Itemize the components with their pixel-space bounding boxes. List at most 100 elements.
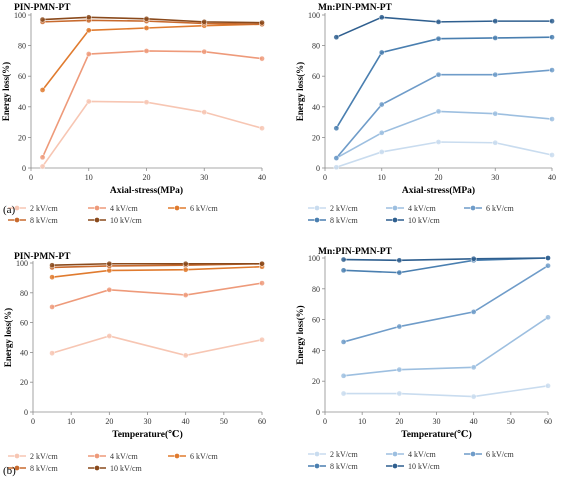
data-point [49,274,55,281]
x-tick-label: 10 [85,173,93,182]
legend-swatch-marker [314,205,320,211]
x-axis-label: Temperature(℃) [401,429,471,440]
y-tick-label: 20 [18,133,26,142]
data-point [549,67,555,73]
legend-label: 2 kV/cm [330,450,359,459]
y-tick-label: 0 [316,408,320,417]
data-point [39,87,46,93]
series-line [52,262,262,267]
x-tick-label: 40 [470,417,478,426]
data-point [492,139,499,146]
series-1 [49,333,265,359]
y-tick-label: 0 [24,408,28,417]
y-tick-label: 40 [20,348,28,357]
legend-item: 2 kV/cm [8,204,59,213]
data-point [143,99,150,106]
data-point [435,139,442,145]
data-point [201,19,208,25]
x-tick-label: 30 [491,173,499,182]
series-line [343,257,549,262]
y-tick-label: 40 [312,346,320,355]
data-point [340,390,347,397]
data-point [549,116,555,122]
chart-panel-2: Mn:PIN-PMN-PT 0 20 40 60 80 100 0 10 20 30 40 Energy… [295,3,556,225]
y-tick-label: 60 [20,319,28,328]
legend-label: 2 kV/cm [30,204,59,213]
y-tick-label: 40 [312,103,320,112]
data-point [201,48,208,55]
data-point [39,163,46,170]
series-line [51,265,263,278]
y-tick-label: 20 [312,377,320,386]
legend-label: 8 kV/cm [330,216,359,225]
legend-item: 8 kV/cm [308,462,359,471]
legend-item: 8 kV/cm [308,216,359,225]
x-axis-label: Axial-stress(MPa) [402,185,475,196]
x-tick-label: 20 [143,173,151,182]
legend-item: 2 kV/cm [8,452,59,461]
data-point [340,372,347,379]
data-point [435,19,442,25]
legend-label: 8 kV/cm [30,464,59,473]
y-tick-label: 60 [312,72,320,81]
legend-swatch-marker [14,217,20,223]
legend-label: 6 kV/cm [190,204,219,213]
series-line [41,100,263,167]
data-point [340,267,347,274]
chart-title: Mn:PIN-PMN-PT [318,247,393,257]
y-tick-label: 60 [312,316,320,325]
data-point [545,255,551,261]
data-point [106,286,113,293]
legend-item: 2 kV/cm [308,450,359,459]
x-tick-label: 40 [258,173,266,182]
legend-swatch-marker [314,463,320,469]
legend-item: 10 kV/cm [386,216,441,225]
series-line [41,23,263,91]
legend-item: 4 kV/cm [88,452,139,461]
data-point [143,25,150,31]
data-point [378,49,385,56]
legend-label: 10 kV/cm [408,462,441,471]
data-point [545,262,551,269]
x-tick-label: 0 [323,417,327,426]
legend-label: 6 kV/cm [190,452,219,461]
series-2 [340,314,551,379]
legend-swatch-marker [14,453,20,459]
data-point [333,155,340,161]
data-point [49,350,55,356]
data-point [259,280,265,286]
legend-swatch-marker [94,217,100,223]
legend-label: 8 kV/cm [30,216,59,225]
legend-swatch-marker [314,451,320,457]
series-line [335,69,553,159]
y-tick-label: 40 [18,103,26,112]
series-2 [333,108,555,161]
series-line [336,16,552,38]
legend: 2 kV/cm 4 kV/cm 6 kV/cm 8 kV/cm 10 kV/cm [8,452,219,473]
data-point [143,15,150,22]
data-point [333,125,340,132]
x-tick-label: 20 [105,417,113,426]
chart-title: PIN-PMN-PT [14,3,71,13]
data-point [492,110,499,117]
series-line [335,36,553,129]
data-point [396,257,403,264]
data-point [545,314,551,321]
data-point [182,260,189,267]
panel-label-a: (a) [3,204,16,216]
y-tick-label: 100 [14,11,26,20]
series-1 [39,98,265,170]
data-point [49,262,55,269]
data-point [378,14,385,21]
legend-item: 4 kV/cm [386,204,437,213]
series-line [336,141,553,168]
x-axis-label: Temperature(℃) [112,429,182,440]
y-axis-label: Energy loss(%) [3,308,13,367]
data-point [39,154,46,161]
x-tick-label: 0 [31,417,35,426]
legend-item: 10 kV/cm [88,216,143,225]
data-point [378,101,385,108]
data-point [470,255,477,262]
legend-item: 6 kV/cm [464,450,515,459]
